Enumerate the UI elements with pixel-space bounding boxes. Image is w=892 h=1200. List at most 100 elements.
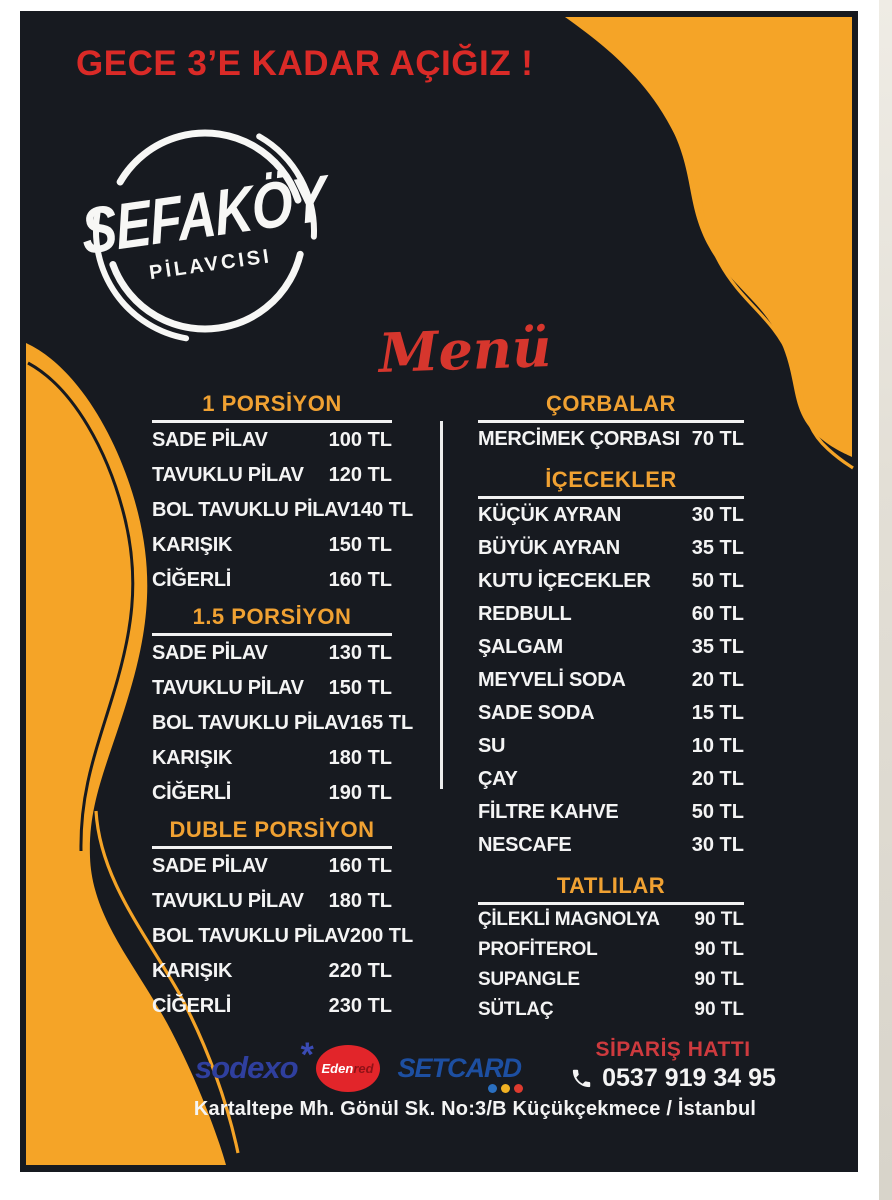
menu-item-price: 35 TL (691, 636, 744, 658)
menu-item-row: ŞALGAM 35 TL (478, 631, 744, 664)
menu-item-price: 190 TL (328, 782, 392, 804)
menu-item-name: SUPANGLE (478, 969, 580, 990)
menu-item-row: BOL TAVUKLU PİLAV 165 TL (152, 706, 413, 741)
menu-column-right: ÇORBALAR MERCİMEK ÇORBASI 70 TL İÇECEKLE… (478, 392, 744, 1037)
open-hours-banner: GECE 3’E KADAR AÇIĞIZ ! (76, 44, 534, 83)
menu-item-price: 220 TL (328, 960, 392, 982)
order-hotline-label: SİPARİŞ HATTI (595, 1038, 751, 1061)
section-underline (152, 420, 392, 423)
wave-background-decoration (26, 17, 854, 1165)
menu-item-name: SADE SODA (478, 702, 595, 724)
menu-item-name: SADE PİLAV (152, 429, 268, 451)
left-wave-inner-line (27, 361, 135, 852)
section-title: 1.5 PORSİYON (192, 604, 352, 629)
left-wave-outline (94, 810, 240, 1154)
menu-item-price: 130 TL (328, 642, 392, 664)
menu-item-name: KARIŞIK (152, 960, 233, 982)
menu-item-price: 180 TL (328, 747, 392, 769)
menu-item-price: 120 TL (328, 464, 392, 486)
menu-item-row: CİĞERLİ 160 TL (152, 563, 392, 598)
menu-item-price: 50 TL (691, 801, 744, 823)
menu-item-name: TAVUKLU PİLAV (152, 890, 304, 912)
sodexo-wordmark: sodexo (195, 1050, 299, 1085)
menu-item-name: BOL TAVUKLU PİLAV (152, 712, 350, 734)
menu-item-price: 90 TL (694, 939, 744, 960)
menu-item-row: PROFİTEROL 90 TL (478, 935, 744, 965)
menu-item-name: NESCAFE (478, 834, 572, 856)
section-title: 1 PORSİYON (202, 391, 342, 416)
menu-item-price: 60 TL (691, 603, 744, 625)
menu-section: 1.5 PORSİYON SADE PİLAV 130 TL TAVUKLU P… (152, 604, 413, 811)
section-title: ÇORBALAR (546, 391, 676, 416)
menu-item-name: TAVUKLU PİLAV (152, 677, 304, 699)
menu-item-row: TAVUKLU PİLAV 120 TL (152, 458, 392, 493)
menu-item-name: BOL TAVUKLU PİLAV (152, 499, 350, 521)
menu-item-name: KUTU İÇECEKLER (478, 570, 651, 592)
phone-icon (572, 1069, 591, 1088)
section-title: İÇECEKLER (545, 467, 677, 492)
menu-item-price: 180 TL (328, 890, 392, 912)
logo-title: SEFAKÖY (78, 162, 329, 269)
menu-item-price: 30 TL (691, 504, 744, 526)
menu-item-row: REDBULL 60 TL (478, 598, 744, 631)
logo-circle-icon (93, 119, 317, 343)
menu-item-name: BOL TAVUKLU PİLAV (152, 925, 350, 947)
menu-item-price: 90 TL (694, 999, 744, 1020)
menu-item-name: CİĞERLİ (152, 782, 232, 804)
menu-item-price: 90 TL (694, 969, 744, 990)
section-rows: KÜÇÜK AYRAN 30 TL BÜYÜK AYRAN 35 TL KUTU… (478, 499, 744, 862)
address-line: Kartaltepe Mh. Gönül Sk. No:3/B Küçükçek… (193, 1098, 757, 1120)
phone-row: 0537 919 34 95 (543, 1064, 803, 1093)
pilav-dish-photo (460, 101, 690, 331)
menu-poster: GECE 3’E KADAR AÇIĞIZ ! SEFAKÖY PİLAVCIS… (20, 11, 858, 1172)
menu-item-row: KARIŞIK 220 TL (152, 954, 392, 989)
payment-logos: sodexo * Edenred SETCARD (195, 1037, 555, 1099)
logo-text: SEFAKÖY PİLAVCISI (72, 94, 340, 372)
edenred-wordmark: Edenred (321, 1060, 374, 1076)
menu-item-row: KÜÇÜK AYRAN 30 TL (478, 499, 744, 532)
menu-item-name: KARIŞIK (152, 747, 233, 769)
section-underline (152, 846, 392, 849)
section-rows: SADE PİLAV 160 TL TAVUKLU PİLAV 180 TL B… (152, 849, 413, 1024)
menu-item-name: SU (478, 735, 506, 757)
menu-section: DUBLE PORSİYON SADE PİLAV 160 TL TAVUKLU… (152, 818, 413, 1024)
menu-item-name: KÜÇÜK AYRAN (478, 504, 622, 526)
menu-item-name: SADE PİLAV (152, 855, 268, 877)
menu-item-price: 35 TL (691, 537, 744, 559)
setcard-logo: SETCARD (398, 1053, 524, 1093)
menu-item-name: ÇİLEKLİ MAGNOLYA (478, 909, 660, 930)
menu-item-row: BÜYÜK AYRAN 35 TL (478, 532, 744, 565)
menu-item-price: 70 TL (691, 428, 744, 450)
menu-item-price: 15 TL (691, 702, 744, 724)
menu-item-price: 200 TL (349, 925, 414, 947)
menu-item-row: FİLTRE KAHVE 50 TL (478, 796, 744, 829)
menu-item-price: 160 TL (328, 855, 392, 877)
top-right-wave-outline (603, 43, 854, 470)
menu-section: 1 PORSİYON SADE PİLAV 100 TL TAVUKLU PİL… (152, 391, 413, 598)
menu-item-price: 140 TL (349, 499, 414, 521)
menu-item-row: NESCAFE 30 TL (478, 829, 744, 862)
column-divider (440, 421, 443, 789)
section-rows: MERCİMEK ÇORBASI 70 TL (478, 423, 744, 456)
menu-item-name: REDBULL (478, 603, 572, 625)
restaurant-logo: SEFAKÖY PİLAVCISI (78, 109, 329, 357)
menu-item-row: SUPANGLE 90 TL (478, 965, 744, 995)
section-rows: SADE PİLAV 100 TL TAVUKLU PİLAV 120 TL B… (152, 423, 413, 598)
menu-item-price: 20 TL (691, 768, 744, 790)
menu-item-price: 160 TL (328, 569, 392, 591)
menu-item-name: BÜYÜK AYRAN (478, 537, 620, 559)
page-right-edge (879, 0, 892, 1200)
menu-item-row: SADE PİLAV 130 TL (152, 636, 392, 671)
menu-item-price: 150 TL (328, 534, 392, 556)
menu-item-row: CİĞERLİ 230 TL (152, 989, 392, 1024)
menu-item-name: CİĞERLİ (152, 995, 232, 1017)
menu-item-name: MEYVELİ SODA (478, 669, 626, 691)
menu-item-row: ÇİLEKLİ MAGNOLYA 90 TL (478, 905, 744, 935)
menu-item-name: CİĞERLİ (152, 569, 232, 591)
menu-item-row: SADE PİLAV 100 TL (152, 423, 392, 458)
menu-item-price: 100 TL (328, 429, 392, 451)
menu-item-row: BOL TAVUKLU PİLAV 140 TL (152, 493, 413, 528)
menu-item-price: 230 TL (328, 995, 392, 1017)
menu-item-name: SÜTLAÇ (478, 999, 554, 1020)
menu-item-price: 165 TL (349, 712, 414, 734)
